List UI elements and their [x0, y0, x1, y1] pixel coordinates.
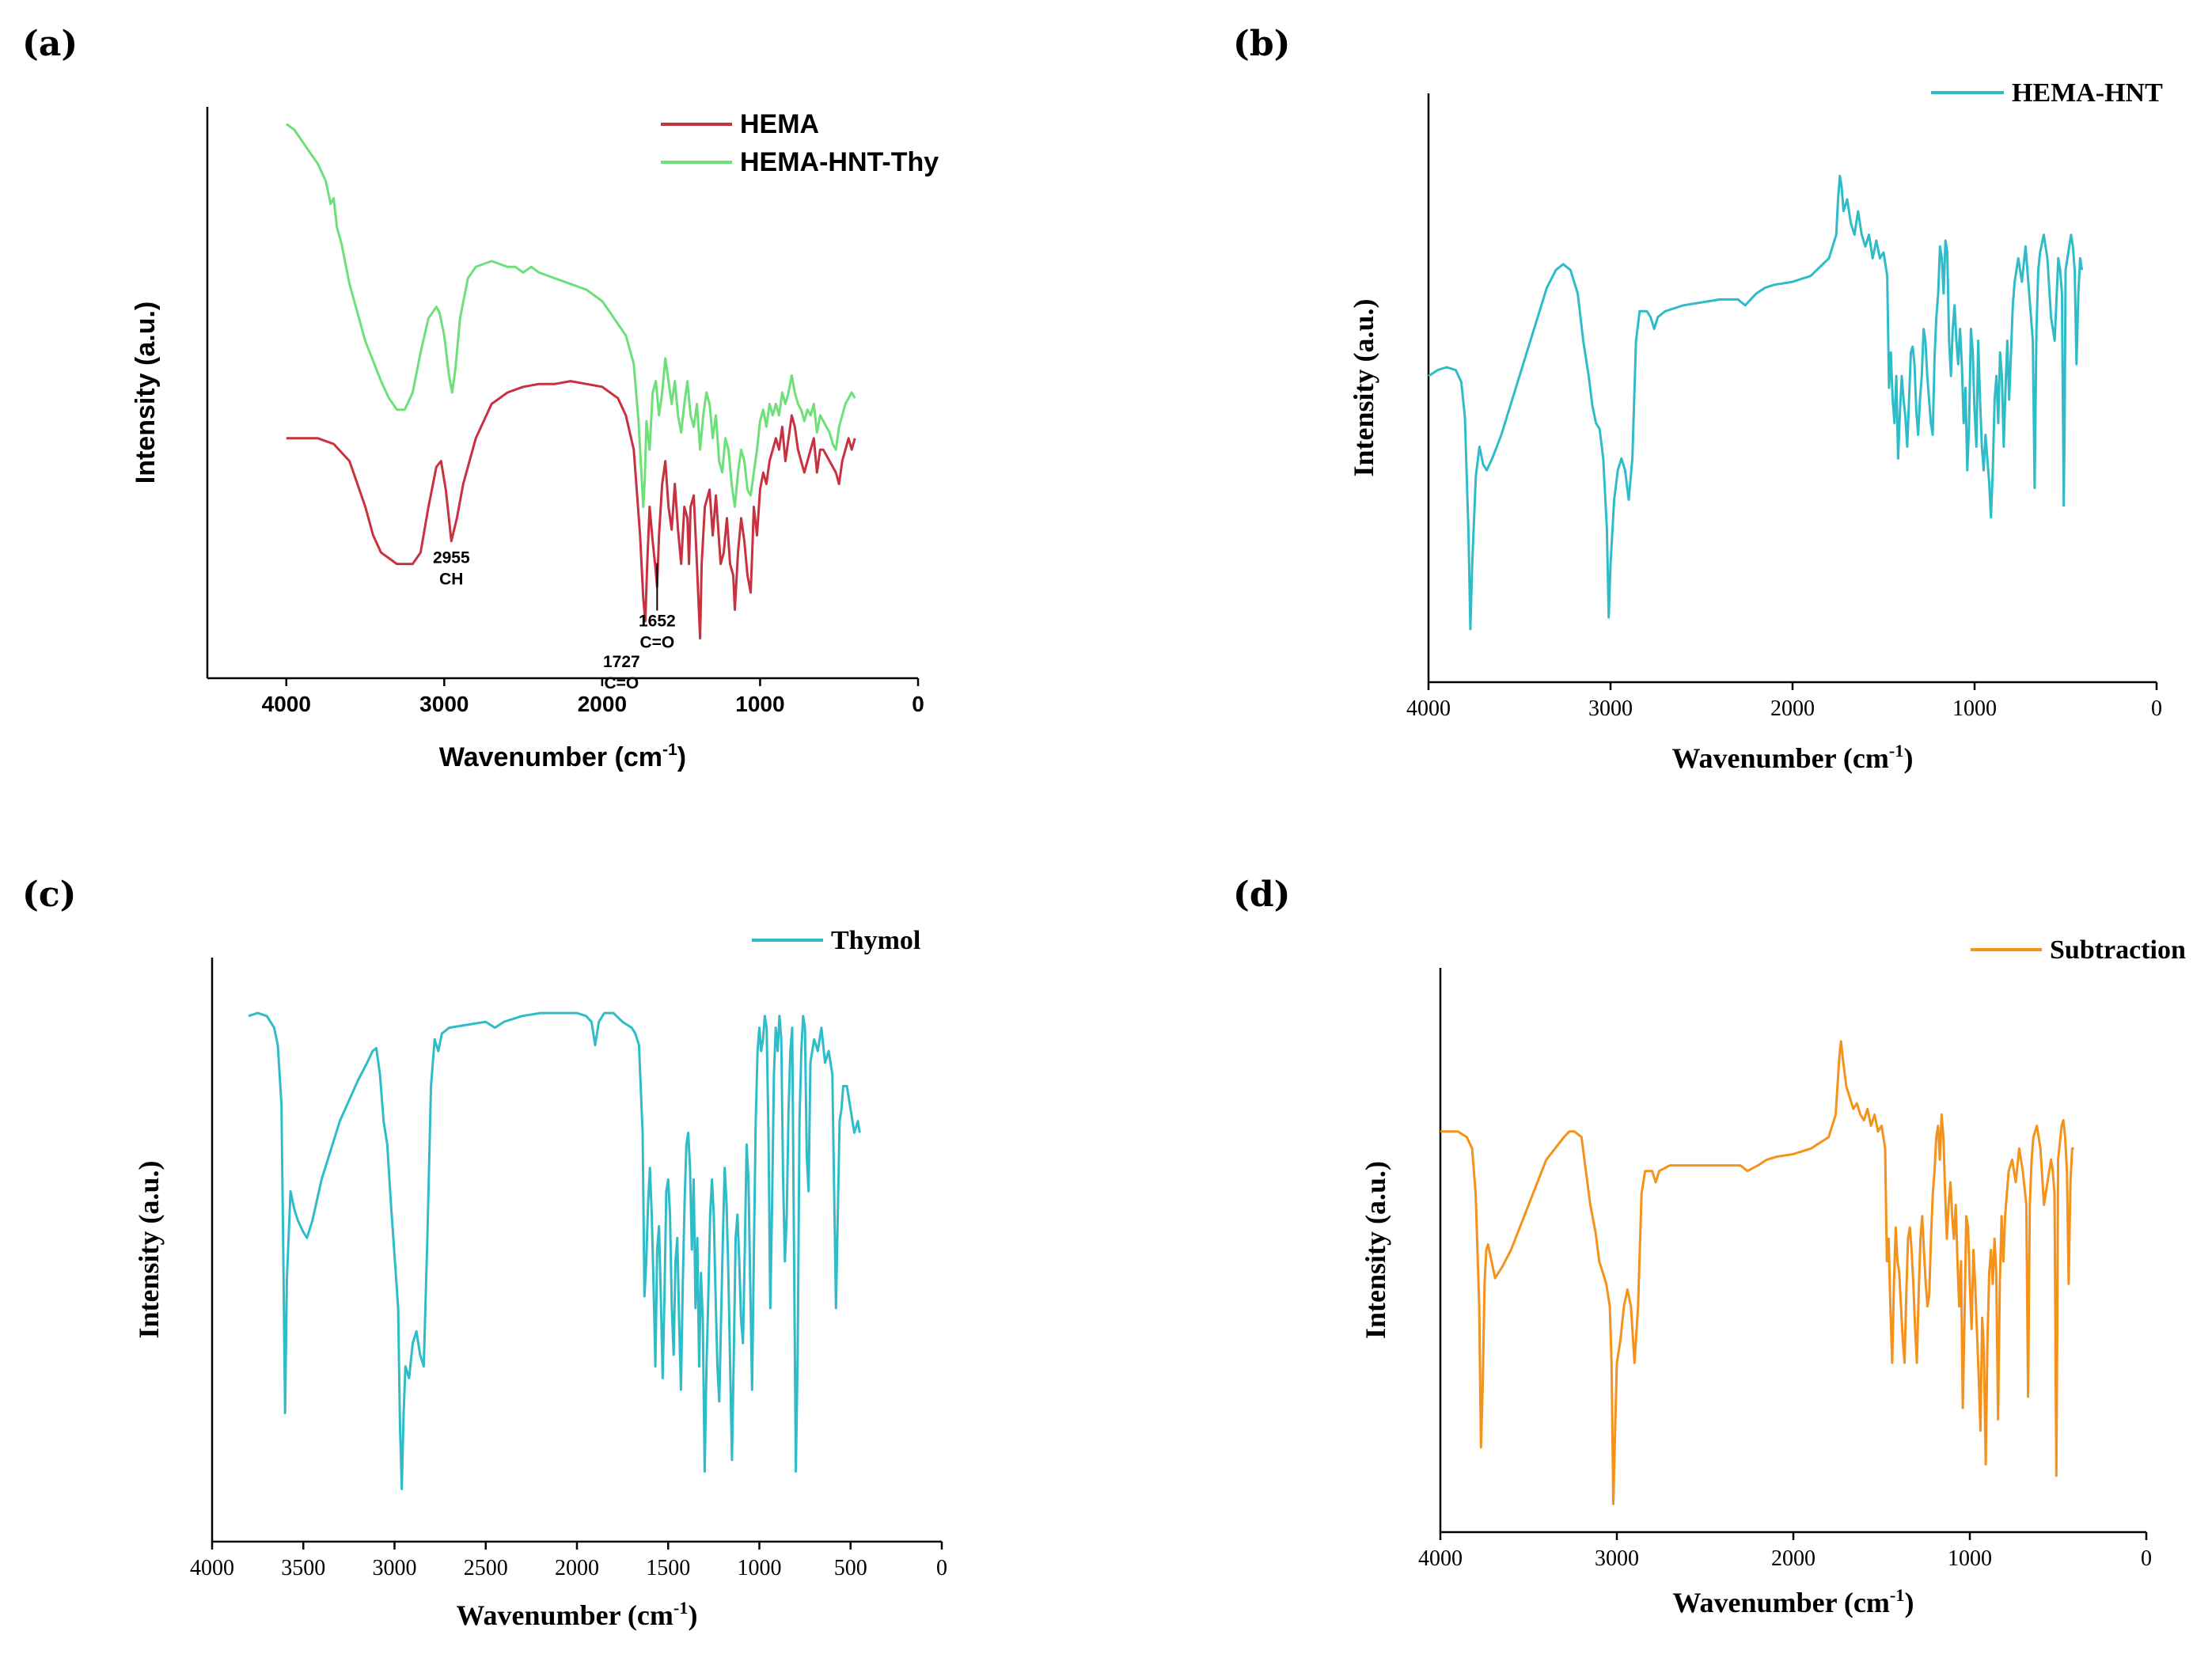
- chart-c-x-tick-label: 0: [936, 1556, 947, 1580]
- chart-b-x-tick-label: 4000: [1406, 696, 1451, 721]
- chart-d-y-axis-title: Intensity (a.u.): [1360, 1161, 1391, 1339]
- chart-a-x-tick-label: 1000: [735, 692, 784, 716]
- chart-a-annotation-label: 1652: [639, 612, 676, 630]
- chart-a-annotation-label: CH: [439, 571, 463, 589]
- panel-b: (b) 4000 3000 2000 1000 0 Wavenumber (cm-1) In…: [1219, 0, 2212, 815]
- chart-a-annotation-label: 1727: [603, 653, 640, 671]
- chart-b-series-line-0: [1428, 174, 2084, 631]
- chart-a-annotation-label: C=O: [604, 674, 639, 692]
- chart-d-legend-label-0: Subtraction: [2050, 935, 2186, 965]
- chart-a-legend-label-0: HEMA: [740, 109, 819, 139]
- chart-d-x-tick-label: 1000: [1948, 1546, 1992, 1571]
- chart-b-legend-label-0: HEMA-HNT: [2012, 78, 2163, 108]
- chart-d: 4000 3000 2000 1000 0 Wavenumber (cm-1) Intens…: [1360, 935, 2186, 1618]
- chart-a-y-axis-title: Intensity (a.u.): [131, 302, 161, 484]
- chart-c-series-line-0: [248, 1011, 861, 1491]
- chart-b-x-tick-label: 2000: [1770, 696, 1815, 721]
- chart-d-x-tick-label: 0: [2141, 1546, 2152, 1571]
- chart-c-x-axis-title: Wavenumber (cm-1): [457, 1598, 698, 1631]
- chart-a-x-tick-label: 4000: [262, 692, 311, 716]
- chart-b-y-axis-title: Intensity (a.u.): [1348, 298, 1379, 476]
- chart-d-x-tick-label: 4000: [1418, 1546, 1463, 1571]
- chart-b-x-axis-title: Wavenumber (cm-1): [1672, 741, 1914, 774]
- chart-b-x-tick-label: 1000: [1952, 696, 1997, 721]
- chart-c-x-tick-label: 500: [834, 1556, 867, 1580]
- chart-c-x-tick-label: 2500: [464, 1556, 508, 1580]
- chart-a-x-axis-title: Wavenumber (cm-1): [439, 741, 686, 772]
- chart-a-annotation-label: C=O: [639, 633, 674, 651]
- chart-d-x-axis-title: Wavenumber (cm-1): [1673, 1585, 1914, 1618]
- chart-a: 4000 3000 2000 1000 0 Wavenumber (cm-1) Intens…: [131, 107, 939, 772]
- chart-a-series-line-0: [286, 380, 856, 639]
- chart-c-x-tick-label: 4000: [190, 1556, 234, 1580]
- chart-b-x-tick-label: 3000: [1588, 696, 1633, 721]
- chart-c-x-tick-label: 2000: [555, 1556, 599, 1580]
- chart-c-x-tick-label: 3000: [373, 1556, 417, 1580]
- chart-c-legend-label-0: Thymol: [831, 926, 920, 955]
- chart-c-x-tick-label: 1500: [646, 1556, 690, 1580]
- chart-a-legend-label-1: HEMA-HNT-Thy: [740, 147, 939, 177]
- chart-a-x-tick-label: 3000: [419, 692, 469, 716]
- chart-a-series-line-1: [285, 123, 856, 508]
- chart-b: 4000 3000 2000 1000 0 Wavenumber (cm-1) Intens…: [1348, 78, 2163, 774]
- chart-c-x-tick-label: 3500: [281, 1556, 325, 1580]
- panel-a: (a) 4000 3000 2000 1000 0 Wavenumber (cm-1) In…: [0, 0, 1060, 815]
- panel-a-label: (a): [22, 24, 78, 64]
- chart-a-x-tick-label: 2000: [578, 692, 627, 716]
- chart-b-x-tick-label: 0: [2151, 696, 2162, 721]
- panel-d: (d) 4000 3000 2000 1000 0 Wavenumber (cm-1) In…: [1219, 859, 2212, 1650]
- chart-a-annotation-label: 2955: [433, 549, 470, 567]
- chart-d-x-tick-label: 3000: [1595, 1546, 1639, 1571]
- chart-c-x-tick-label: 1000: [738, 1556, 782, 1580]
- chart-d-x-tick-label: 2000: [1771, 1546, 1816, 1571]
- panel-c-label: (c): [22, 874, 77, 915]
- panel-c: (c) 4000 3500 3000 2500 2000 1500 1000 500 0 Wave…: [0, 859, 1100, 1650]
- panel-d-label: (d): [1233, 874, 1291, 915]
- chart-a-x-tick-label: 0: [912, 692, 924, 716]
- panel-b-label: (b): [1233, 24, 1291, 64]
- chart-d-series-line-0: [1440, 1040, 2074, 1505]
- chart-c-y-axis-title: Intensity (a.u.): [133, 1160, 165, 1338]
- chart-c: 4000 3500 3000 2500 2000 1500 1000 500 0 Wavenumb…: [133, 926, 947, 1631]
